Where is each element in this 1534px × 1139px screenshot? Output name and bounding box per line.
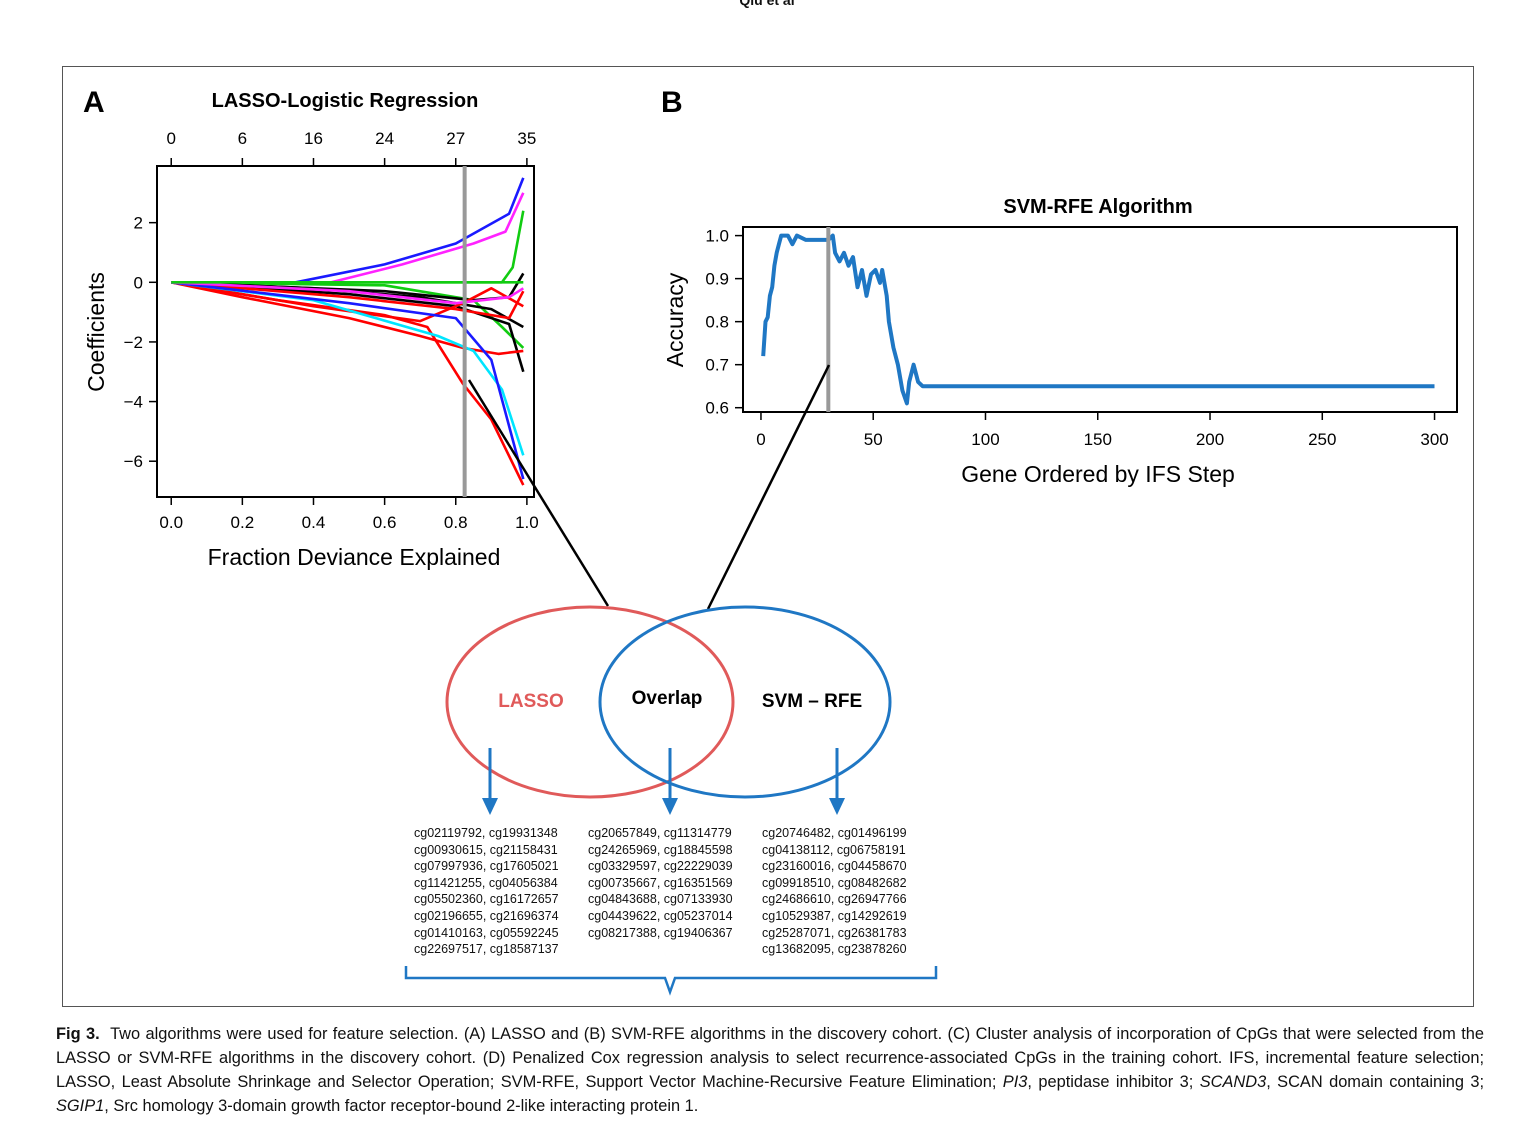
panel-a-series-group (170, 166, 525, 497)
a-xtick-label: 0.2 (231, 513, 255, 532)
caption-gene-1: PI3 (1002, 1073, 1028, 1091)
panel-b-plot-frame (742, 226, 1458, 413)
b-ytick-label: 1.0 (705, 227, 729, 246)
svm-cpg-list: cg20746482, cg01496199 cg04138112, cg067… (762, 826, 907, 957)
b-xtick-label: 300 (1420, 430, 1448, 449)
a-xtick-label: 0.0 (159, 513, 183, 532)
grouping-brace-icon (404, 966, 938, 996)
b-xtick-label: 250 (1308, 430, 1336, 449)
panel-b-xlabel: Gene Ordered by IFS Step (961, 461, 1235, 487)
a-xtick-label: 0.4 (302, 513, 326, 532)
b-ytick-label: 0.6 (705, 399, 729, 418)
panel-a-axes: 0.0 0.2 0.4 0.6 0.8 1.0 2 0 −2 −4 −6 0 6 16 24 27 35 (124, 129, 539, 532)
b-xtick-label: 200 (1196, 430, 1224, 449)
caption-label: Fig 3. (56, 1025, 100, 1043)
a-ytick-label: −4 (124, 393, 143, 412)
figure-frame (62, 66, 1474, 1007)
a-toptick-label: 16 (304, 129, 323, 148)
a-ytick-label: −6 (124, 452, 143, 471)
running-head: Qiu et al (739, 0, 795, 8)
caption-gene-2: SCAND3 (1199, 1073, 1267, 1091)
a-xtick-label: 0.8 (444, 513, 468, 532)
connector-line-b (706, 364, 831, 610)
a-ytick-label: 2 (134, 214, 143, 233)
lasso-coef-path-7 (170, 281, 524, 356)
svm-accuracy-line (761, 233, 1435, 406)
panel-b-title: SVM-RFE Algorithm (1003, 196, 1192, 218)
a-xtick-label: 1.0 (515, 513, 539, 532)
panel-a-title: LASSO-Logistic Regression (212, 90, 479, 112)
a-toptick-label: 24 (375, 129, 394, 148)
venn-svm-label: SVM – RFE (762, 691, 862, 712)
venn-lasso-circle (445, 605, 735, 799)
overlap-cpg-list: cg20657849, cg11314779 cg24265969, cg188… (588, 826, 733, 940)
caption-text-1: Two algorithms were used for feature sel… (56, 1025, 1484, 1091)
panel-a-ylabel: Coefficients (83, 272, 109, 392)
panel-b-ylabel: Accuracy (662, 272, 688, 367)
panel-b-axes: 0 50 100 150 200 250 300 1.0 0.9 0.8 0.7 0.6 (705, 227, 1448, 449)
lasso-coef-path-1 (171, 192, 525, 284)
a-toptick-label: 27 (446, 129, 465, 148)
b-xtick-label: 150 (1084, 430, 1112, 449)
lasso-coef-path-12 (171, 281, 525, 480)
arrowhead-lasso-icon (482, 798, 498, 815)
b-xtick-label: 0 (756, 430, 765, 449)
panel-b-series-group (761, 227, 1435, 412)
panel-a-plot-frame (156, 165, 535, 498)
a-ytick-label: −2 (124, 333, 143, 352)
caption-text-4: , Src homology 3-domain growth factor re… (104, 1097, 699, 1115)
caption-text-3: , SCAN domain containing 3; (1266, 1073, 1485, 1091)
lasso-coef-path-13 (171, 281, 524, 305)
connector-line-a (467, 379, 610, 607)
lasso-coef-path-4 (171, 281, 525, 373)
lasso-coef-path-10 (171, 281, 525, 320)
b-xtick-label: 50 (864, 430, 883, 449)
caption-gene-3: SGIP1 (56, 1097, 105, 1115)
a-xtick-label: 0.6 (373, 513, 397, 532)
lasso-coef-path-11 (171, 281, 525, 456)
panel-a-xlabel: Fraction Deviance Explained (208, 544, 501, 570)
a-toptick-label: 6 (238, 129, 247, 148)
caption-text-2: , peptidase inhibitor 3; (1027, 1073, 1194, 1091)
venn-svm-circle (598, 605, 892, 799)
b-ytick-label: 0.8 (705, 313, 729, 332)
venn-overlap-label: Overlap (632, 688, 703, 709)
b-xtick-label: 100 (971, 430, 999, 449)
arrowhead-svm-icon (829, 798, 845, 815)
lasso-coef-path-0 (171, 177, 525, 284)
b-ytick-label: 0.9 (705, 270, 729, 289)
lasso-cpg-list: cg02119792, cg19931348 cg00930615, cg211… (414, 826, 559, 957)
a-toptick-label: 0 (166, 129, 175, 148)
lasso-coef-path-9 (170, 281, 524, 323)
venn-lasso-label: LASSO (498, 691, 563, 712)
arrowhead-overlap-icon (662, 798, 678, 815)
a-toptick-label: 35 (517, 129, 536, 148)
figure-caption: Fig 3. Two algorithms were used for feat… (56, 1022, 1484, 1118)
venn-arrows (482, 748, 845, 815)
a-ytick-label: 0 (134, 273, 143, 292)
panel-b-letter: B (661, 86, 683, 119)
b-ytick-label: 0.7 (705, 356, 729, 375)
panel-a-letter: A (83, 86, 105, 119)
